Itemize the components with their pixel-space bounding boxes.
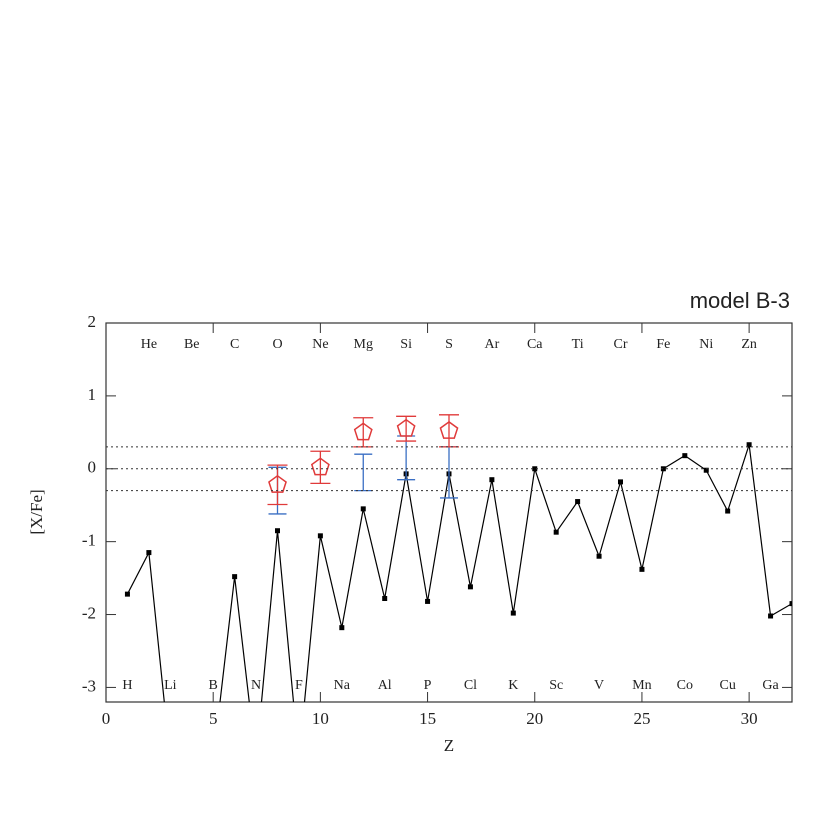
element-label: He (141, 337, 157, 352)
element-label: Mn (632, 678, 651, 693)
element-label: Mg (354, 337, 373, 352)
element-label: Na (334, 678, 351, 693)
plot-area (124, 414, 792, 763)
element-label: Ca (527, 337, 543, 352)
chart-title: model B-3 (690, 288, 790, 313)
element-label: Cu (720, 678, 736, 693)
element-label: Ar (484, 337, 499, 352)
x-tick-label: 5 (209, 709, 218, 728)
model-line (126, 444, 792, 702)
element-label: Fe (656, 337, 670, 352)
model-point (575, 499, 581, 505)
x-tick-label: 0 (102, 709, 111, 728)
x-axis-label: Z (444, 736, 454, 755)
model-point (339, 625, 345, 631)
model-point (211, 758, 216, 763)
element-label: N (251, 678, 261, 693)
plot-frame (105, 322, 793, 703)
observed-point (439, 420, 459, 439)
model-point (660, 466, 666, 472)
model-point (168, 758, 173, 763)
element-label: Ti (572, 337, 584, 352)
model-point (296, 758, 301, 763)
model-point (639, 566, 645, 572)
element-label: Co (677, 678, 693, 693)
x-tick-label: 25 (633, 709, 650, 728)
error-bar (354, 453, 373, 492)
error-bar (267, 464, 288, 506)
observed-point (353, 422, 373, 441)
element-label: P (424, 678, 432, 693)
element-label: Zn (741, 337, 757, 352)
model-point (360, 506, 366, 512)
model-point (725, 508, 731, 514)
element-label: C (230, 337, 239, 352)
y-tick-label: 1 (88, 385, 97, 404)
observed-point (310, 457, 330, 476)
y-tick-label: 0 (88, 458, 97, 477)
element-label: K (508, 678, 518, 693)
element-label: Li (164, 678, 177, 693)
model-point (768, 613, 774, 619)
observed-point (268, 474, 287, 493)
model-point (553, 529, 559, 535)
error-bar (397, 435, 416, 481)
x-tick-label: 30 (741, 709, 758, 728)
element-label: Al (378, 678, 392, 693)
model-point (146, 550, 152, 556)
element-label: Cl (464, 678, 477, 693)
observed-point (396, 418, 416, 437)
model-point (275, 528, 280, 534)
model-point (682, 453, 688, 459)
element-label: Sc (549, 678, 563, 693)
model-point (510, 610, 516, 616)
error-bar (310, 450, 331, 484)
model-point (254, 758, 259, 763)
model-point (703, 467, 709, 473)
element-label: O (272, 337, 282, 352)
model-point (232, 574, 238, 580)
element-label: S (445, 337, 453, 352)
element-label: Si (400, 337, 412, 352)
y-tick-label: -2 (82, 603, 96, 622)
element-label: B (209, 678, 218, 693)
x-tick-label: 10 (312, 709, 329, 728)
element-label: F (295, 678, 303, 693)
element-label: Be (184, 337, 200, 352)
model-point (596, 553, 602, 559)
model-point (382, 596, 388, 602)
model-point (425, 598, 431, 604)
x-tick-label: 15 (419, 709, 436, 728)
element-label: Ga (762, 678, 779, 693)
element-label: V (594, 678, 604, 693)
element-label: Ni (699, 337, 713, 352)
model-point (746, 442, 752, 448)
y-axis-label: [X/Fe] (27, 489, 46, 534)
model-point (532, 466, 538, 472)
model-point (618, 479, 623, 485)
y-tick-label: -3 (82, 676, 96, 695)
model-point (467, 584, 473, 590)
model-point (789, 601, 792, 607)
element-label: H (122, 678, 132, 693)
x-tick-label: 20 (526, 709, 543, 728)
y-tick-label: 2 (88, 312, 97, 331)
element-label: Ne (312, 337, 328, 352)
y-tick-label: -1 (82, 531, 96, 550)
model-point (317, 533, 323, 539)
model-point (489, 477, 495, 483)
model-point (189, 758, 194, 763)
model-point (124, 591, 130, 597)
element-label: Cr (614, 337, 628, 352)
